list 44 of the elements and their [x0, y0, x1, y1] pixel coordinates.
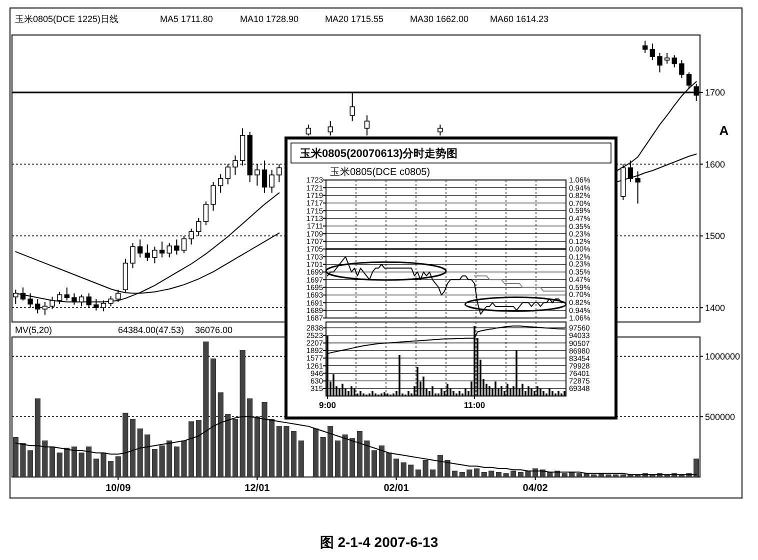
- caption: 图 2-1-4 2007-6-13: [320, 534, 438, 550]
- line-series: [474, 275, 565, 292]
- x-tick-label: 9:00: [318, 400, 336, 410]
- ref-line-label: 1700: [705, 88, 726, 98]
- candlestick: [218, 174, 224, 194]
- candlestick: [159, 241, 165, 258]
- candlestick: [210, 182, 216, 212]
- text: MA5 1711.80: [160, 14, 213, 24]
- chart-title: 玉米0805(DCE 1225)日线: [15, 14, 119, 24]
- y-tick-label: 1000000: [705, 351, 740, 362]
- x-tick-label: 10/09: [106, 483, 132, 494]
- text: MA60 1614.23: [490, 14, 549, 24]
- candlestick: [657, 52, 662, 73]
- candlestick: [664, 52, 670, 64]
- candlestick: [635, 170, 640, 204]
- text: A: [719, 123, 730, 138]
- chart-subtitle: 玉米0805(DCE c0805): [330, 166, 430, 178]
- candlestick: [203, 200, 209, 226]
- y-tick-label: 1600: [705, 159, 726, 170]
- text: MA10 1728.90: [240, 14, 299, 24]
- x-tick-label: 11:00: [464, 400, 486, 410]
- candlestick: [130, 242, 136, 269]
- text: 64384.00(47.53): [118, 325, 184, 335]
- candlestick: [672, 54, 677, 68]
- candlestick: [642, 40, 648, 54]
- candlestick: [679, 60, 684, 79]
- candlestick: [174, 238, 180, 256]
- y-tick-label: 1400: [705, 302, 726, 313]
- text: 36076.00: [195, 325, 233, 335]
- x-tick-label: 04/02: [522, 483, 548, 494]
- candlestick: [137, 238, 143, 258]
- x-tick-label: 12/01: [244, 483, 270, 494]
- candlestick: [166, 242, 172, 258]
- candlestick: [650, 43, 656, 61]
- candlestick: [144, 244, 150, 262]
- x-tick-label: 02/01: [384, 483, 410, 494]
- chart-title: 玉米0805(20070613)分时走势图: [299, 147, 458, 160]
- candlestick: [269, 169, 274, 194]
- candlestick: [152, 246, 158, 264]
- text: MA30 1662.00: [410, 14, 469, 24]
- y-tick-label: 500000: [705, 412, 736, 422]
- text: MA20 1715.55: [325, 14, 384, 24]
- y-tick-label: 1500: [705, 231, 726, 242]
- chart-title: MV(5,20): [15, 325, 52, 335]
